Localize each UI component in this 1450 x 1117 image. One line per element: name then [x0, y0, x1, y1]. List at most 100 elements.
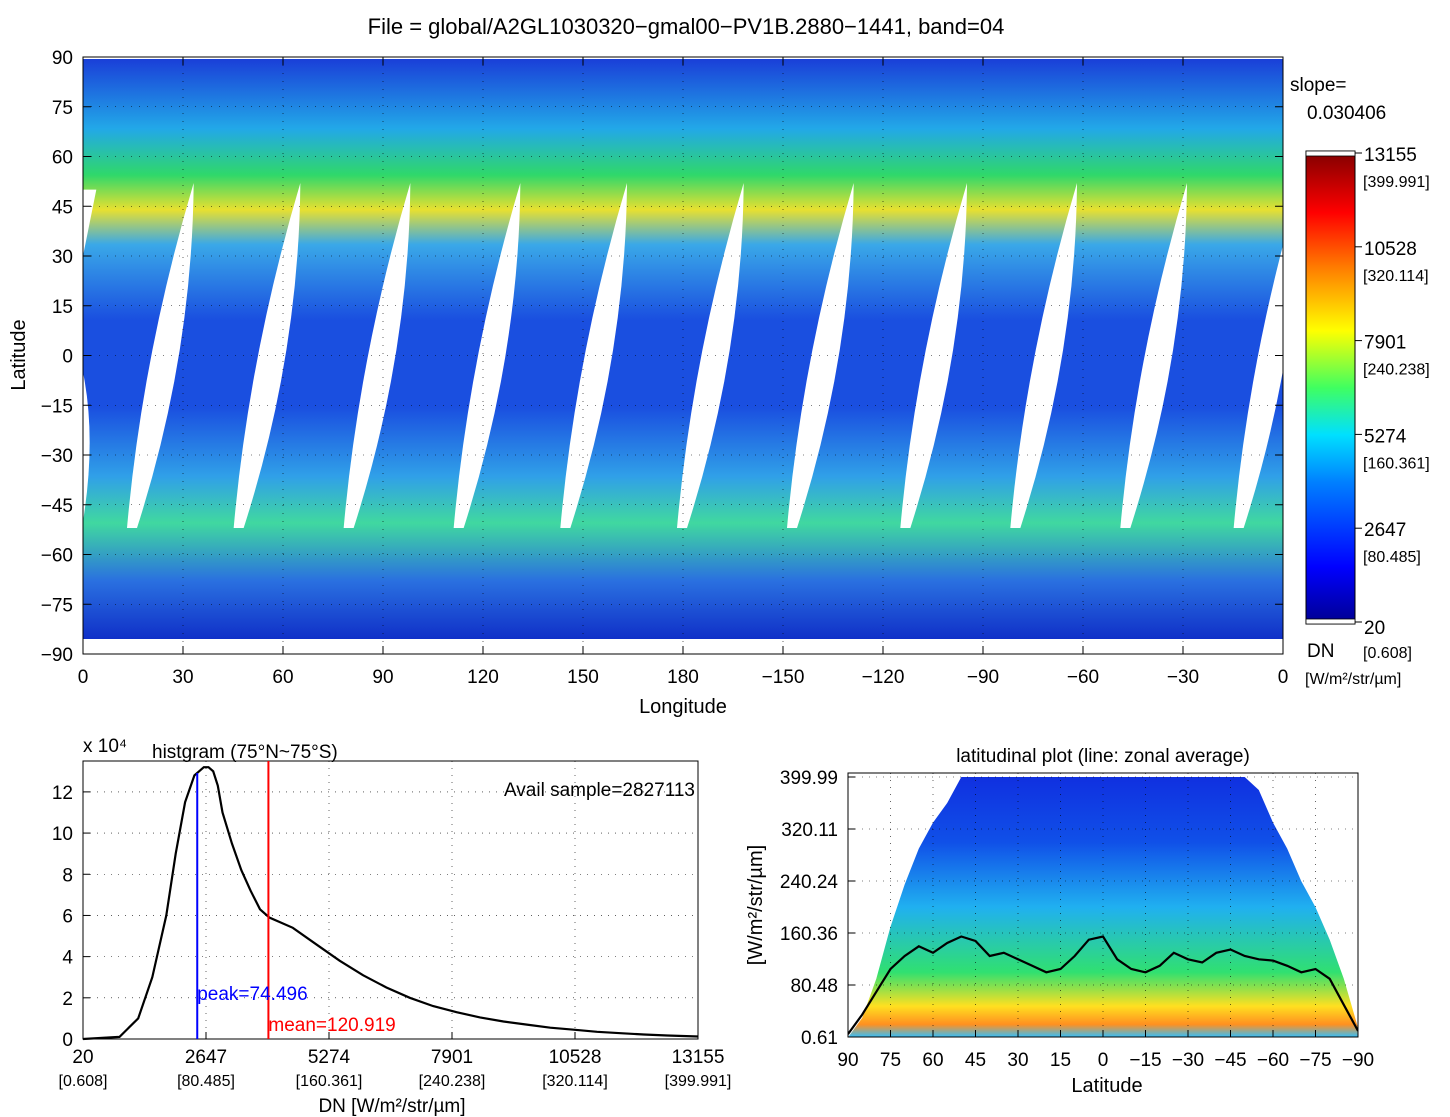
map-xtick-label: 150 — [567, 667, 599, 688]
map-ytick-label: −30 — [41, 446, 73, 467]
histogram-multiplier: x 10⁴ — [83, 736, 127, 757]
map-ytick-label: −15 — [41, 396, 73, 417]
zonal-average-line — [848, 935, 1358, 1035]
colorbar-dn-tick: 7901 — [1364, 333, 1406, 354]
swath-gap — [343, 183, 411, 528]
histogram-chart: 20 [0.608] 2647 [80.485] 5274 [160.361] 7901 [2… — [52, 736, 732, 1117]
map-xtick-label: 60 — [272, 667, 293, 688]
mean-label: mean=120.919 — [268, 1015, 395, 1036]
swath-gap — [1120, 183, 1187, 528]
figure-title: File = global/A2GL1030320−gmal00−PV1B.28… — [368, 14, 1005, 39]
map-ytick-label: −60 — [41, 546, 73, 567]
map-xtick-label: 90 — [372, 667, 393, 688]
latitudinal-xtick-label: 75 — [880, 1050, 901, 1071]
histogram-xtick-radiance: [80.485] — [177, 1073, 235, 1090]
latitudinal-xtick-label: 0 — [1098, 1050, 1109, 1071]
histogram-xtick-label: 13155 — [672, 1047, 725, 1068]
latitudinal-xtick-label: −90 — [1342, 1050, 1374, 1071]
latitudinal-xtick-label: −60 — [1257, 1050, 1289, 1071]
latitudinal-xtick-label: 60 — [922, 1050, 943, 1071]
swath-gap — [453, 183, 521, 528]
map-xtick-label: 180 — [667, 667, 699, 688]
latitudinal-ytick-label: 0.61 — [801, 1028, 838, 1049]
map-xtick-label: 0 — [1278, 667, 1289, 688]
map-ytick-label: 30 — [52, 247, 73, 268]
latitudinal-ytick-label: 160.36 — [780, 924, 838, 945]
peak-label: peak=74.496 — [197, 984, 307, 1005]
colorbar-radiance-tick: [399.991] — [1363, 174, 1430, 191]
map-ytick-label: 45 — [52, 197, 73, 218]
histogram-xtick-label: 10528 — [549, 1047, 602, 1068]
latitudinal-title: latitudinal plot (line: zonal average) — [956, 746, 1250, 767]
slope-label: slope= — [1290, 75, 1347, 96]
map-xtick-label: 120 — [467, 667, 499, 688]
colorbar-dn-label: DN — [1307, 641, 1334, 662]
latitudinal-ytick-label: 320.11 — [781, 820, 838, 841]
map-xtick-label: −120 — [862, 667, 905, 688]
colorbar-radiance-tick: [160.361] — [1363, 455, 1430, 472]
latitudinal-ylabel: [W/m²/str/µm] — [745, 845, 767, 965]
histogram-xtick-radiance: [320.114] — [542, 1073, 608, 1090]
colorbar-radiance-tick: [320.114] — [1363, 268, 1429, 285]
histogram-xtick-label: 5274 — [308, 1047, 351, 1068]
latitudinal-ytick-label: 240.24 — [780, 872, 839, 893]
latitudinal-xtick-label: 15 — [1050, 1050, 1071, 1071]
histogram-ytick-label: 8 — [62, 865, 73, 886]
colorbar-radiance-tick: [80.485] — [1363, 549, 1421, 566]
colorbar-dn-tick: 10528 — [1364, 239, 1417, 260]
colorbar-unit-label: [W/m²/str/µm] — [1305, 671, 1401, 688]
swath-gap — [900, 183, 967, 528]
map-ylabel: Latitude — [8, 319, 30, 390]
latitudinal-xtick-label: −75 — [1299, 1050, 1331, 1071]
latitudinal-xtick-label: −30 — [1172, 1050, 1204, 1071]
colorbar-dn-tick: 13155 — [1364, 145, 1417, 166]
map-xtick-label: −30 — [1167, 667, 1199, 688]
swath-gap — [787, 183, 854, 528]
histogram-xtick-label: 7901 — [431, 1047, 473, 1068]
map-xtick-label: 30 — [172, 667, 193, 688]
map-ytick-label: 90 — [52, 48, 73, 69]
histogram-xtick-radiance: [160.361] — [296, 1073, 363, 1090]
latitudinal-xlabel: Latitude — [1071, 1075, 1142, 1097]
histogram-xtick-label: 20 — [72, 1047, 93, 1068]
colorbar-dn-tick: 20 — [1364, 618, 1385, 639]
histogram-xtick-radiance: [240.238] — [419, 1073, 486, 1090]
map-ytick-label: 60 — [52, 148, 73, 169]
swath-gap — [1233, 245, 1283, 528]
colorbar-radiance-tick: [240.238] — [1363, 362, 1430, 379]
latitudinal-ytick-label: 80.48 — [790, 976, 838, 997]
histogram-annotation: Avail sample=2827113 — [504, 780, 695, 801]
map-xtick-label: −150 — [762, 667, 805, 688]
map-ytick-label: 0 — [62, 347, 73, 368]
map-xtick-label: −90 — [967, 667, 999, 688]
map-ytick-label: −45 — [41, 496, 73, 517]
map-grid — [83, 57, 1283, 654]
map-xtick-label: −60 — [1067, 667, 1099, 688]
histogram-ytick-label: 2 — [62, 989, 73, 1010]
colorbar-dn-tick: 2647 — [1364, 520, 1406, 541]
map-ytick-label: 15 — [52, 297, 73, 318]
slope-value: 0.030406 — [1307, 103, 1386, 124]
latitudinal-xtick-label: −45 — [1214, 1050, 1246, 1071]
swath-gaps — [83, 183, 1283, 528]
colorbar: 13155 [399.991] 10528 [320.114] 7901 [240.238… — [1305, 145, 1430, 688]
latitudinal-xtick-label: −15 — [1129, 1050, 1161, 1071]
histogram-title: histgram (75°N~75°S) — [152, 742, 338, 763]
map-ytick-label: 75 — [52, 98, 73, 119]
map-xlabel: Longitude — [639, 696, 727, 718]
swath-gap — [127, 183, 194, 528]
histogram-xtick-radiance: [0.608] — [59, 1073, 108, 1090]
latitudinal-xtick-label: 90 — [837, 1050, 858, 1071]
latitudinal-xtick-label: 45 — [965, 1050, 986, 1071]
histogram-ytick-label: 12 — [52, 783, 73, 804]
map-ytick-label: −75 — [41, 595, 73, 616]
colorbar-dn-tick: 5274 — [1364, 426, 1407, 447]
histogram-xtick-label: 2647 — [185, 1047, 227, 1068]
histogram-curve — [82, 766, 699, 1041]
histogram-ytick-label: 6 — [62, 906, 73, 927]
colorbar-radiance-tick: [0.608] — [1363, 645, 1412, 662]
latitudinal-xtick-label: 30 — [1007, 1050, 1028, 1071]
histogram-ytick-label: 4 — [62, 948, 73, 969]
latitudinal-chart: 90 75 60 45 30 15 0 −15 −30 −45 −60 −75 −90 0.61 80.4… — [745, 746, 1374, 1097]
